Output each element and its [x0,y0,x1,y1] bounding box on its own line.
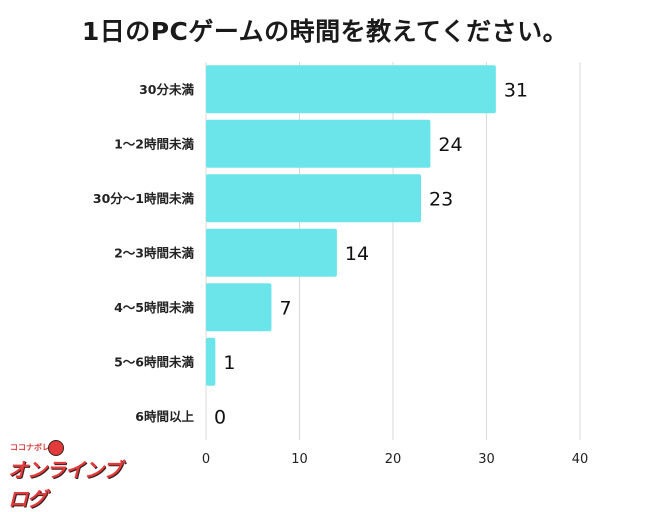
brand-logo: ココナボレの オンラインブログ [4,440,134,511]
mascot-icon [48,440,64,456]
bar-2 [206,174,422,223]
bar-4 [206,283,272,332]
value-label: 31 [504,79,528,101]
bar-0 [206,65,496,114]
value-label: 14 [345,243,369,265]
value-label: 0 [214,406,226,428]
bars [206,65,496,386]
x-tick-label: 30 [478,452,495,467]
x-tick-label: 40 [572,452,589,467]
x-tick-label: 0 [202,452,210,467]
x-tick-label: 20 [385,452,402,467]
category-label: 4〜5時間未満 [114,300,194,315]
category-label: 1〜2時間未満 [114,136,194,151]
category-label: 6時間以上 [135,409,194,424]
category-label: 5〜6時間未満 [114,354,194,369]
category-label: 30分〜1時間未満 [93,191,195,206]
value-label: 24 [438,134,462,156]
category-label: 2〜3時間未満 [114,245,194,260]
logo-subtext: ココナボレの [10,443,58,452]
logo-text: オンラインブログ [8,458,122,511]
value-label: 7 [279,297,291,319]
x-tick-label: 10 [291,452,308,467]
category-label: 30分未満 [139,82,194,97]
bar-3 [206,228,337,277]
value-label: 23 [429,188,453,210]
chart-title: 1日のPCゲームの時間を教えてください。 [81,17,569,46]
bar-5 [206,337,216,386]
bar-1 [206,119,431,168]
value-label: 1 [223,352,235,374]
